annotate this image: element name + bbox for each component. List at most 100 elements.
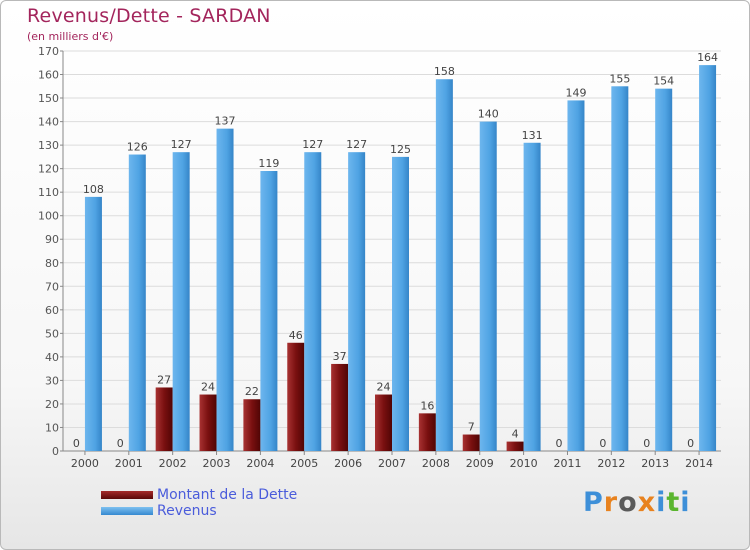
x-tick-label: 2004 <box>246 457 274 470</box>
bar-revenus <box>435 79 453 451</box>
logo-letter: P <box>583 487 604 518</box>
legend-label-revenus: Revenus <box>157 503 217 519</box>
x-tick-label: 2000 <box>71 457 99 470</box>
bar-revenus <box>260 171 278 451</box>
bar-dette <box>199 394 217 451</box>
x-tick-label: 2013 <box>641 457 669 470</box>
x-tick-label: 2005 <box>290 457 318 470</box>
bar-dette <box>287 342 305 451</box>
chart-title: Revenus/Dette - SARDAN <box>27 5 271 27</box>
logo-letter: i <box>680 487 691 518</box>
data-label-revenus: 158 <box>434 65 455 78</box>
y-tick-label: 170 <box>38 45 59 58</box>
x-tick-label: 2014 <box>685 457 713 470</box>
bar-revenus <box>479 121 497 452</box>
data-label-dette: 0 <box>117 437 124 450</box>
data-label-dette: 7 <box>468 421 475 434</box>
bar-revenus <box>523 142 541 451</box>
bar-revenus <box>611 86 629 451</box>
data-label-revenus: 131 <box>522 129 543 142</box>
x-tick-label: 2008 <box>422 457 450 470</box>
y-tick-label: 120 <box>38 163 59 176</box>
bar-revenus <box>655 88 673 451</box>
x-tick-label: 2002 <box>159 457 187 470</box>
y-tick-label: 130 <box>38 139 59 152</box>
logo-letter: t <box>666 487 681 518</box>
data-label-dette: 0 <box>73 437 80 450</box>
bar-dette <box>375 394 392 451</box>
bar-revenus <box>567 100 585 451</box>
data-label-revenus: 108 <box>83 183 104 196</box>
y-tick-label: 70 <box>45 280 59 293</box>
logo-letter: r <box>603 487 619 518</box>
data-label-revenus: 125 <box>390 143 411 156</box>
data-label-revenus: 140 <box>478 108 499 121</box>
legend-swatch-revenus <box>101 507 153 515</box>
data-label-revenus: 127 <box>302 138 323 151</box>
x-tick-label: 2009 <box>466 457 494 470</box>
y-tick-label: 10 <box>45 421 59 434</box>
x-tick-label: 2006 <box>334 457 362 470</box>
y-tick-label: 110 <box>38 186 59 199</box>
y-tick-label: 90 <box>45 233 59 246</box>
data-label-revenus: 126 <box>127 141 148 154</box>
bar-dette <box>462 434 480 451</box>
data-label-dette: 0 <box>555 437 562 450</box>
bar-revenus <box>699 65 717 451</box>
logo-letter: o <box>618 487 638 518</box>
data-label-dette: 24 <box>201 381 215 394</box>
data-label-dette: 46 <box>289 329 303 342</box>
data-label-revenus: 119 <box>258 157 279 170</box>
legend: Montant de la Dette Revenus <box>101 487 297 519</box>
data-label-dette: 4 <box>512 428 519 441</box>
x-tick-label: 2010 <box>510 457 538 470</box>
x-tick-label: 2007 <box>378 457 406 470</box>
bar-revenus <box>172 152 190 452</box>
data-label-revenus: 137 <box>215 115 236 128</box>
data-label-dette: 22 <box>245 385 259 398</box>
data-label-revenus: 164 <box>697 51 718 64</box>
bar-revenus <box>304 152 322 452</box>
data-label-revenus: 127 <box>171 138 192 151</box>
bar-revenus <box>128 154 146 451</box>
data-label-dette: 0 <box>643 437 650 450</box>
y-tick-label: 0 <box>52 445 59 458</box>
bar-revenus <box>216 128 234 451</box>
y-tick-label: 60 <box>45 304 59 317</box>
bar-revenus <box>84 196 102 451</box>
bar-dette <box>506 441 524 451</box>
bar-dette <box>243 399 261 451</box>
legend-item-revenus: Revenus <box>101 503 297 519</box>
x-tick-label: 2003 <box>203 457 231 470</box>
data-label-dette: 16 <box>420 399 434 412</box>
data-label-revenus: 127 <box>346 138 367 151</box>
data-label-dette: 0 <box>599 437 606 450</box>
x-tick-label: 2001 <box>115 457 143 470</box>
y-tick-label: 20 <box>45 398 59 411</box>
logo-letter: x <box>637 487 657 518</box>
bar-revenus <box>348 152 366 452</box>
data-label-revenus: 155 <box>609 72 630 85</box>
y-tick-label: 160 <box>38 69 59 82</box>
proxiti-logo: Proxiti <box>583 487 691 518</box>
bar-dette <box>331 363 349 451</box>
logo-letter: i <box>656 487 667 518</box>
bar-dette <box>418 413 436 451</box>
y-tick-label: 100 <box>38 210 59 223</box>
data-label-dette: 27 <box>157 373 171 386</box>
data-label-revenus: 154 <box>653 75 674 88</box>
legend-item-dette: Montant de la Dette <box>101 487 297 503</box>
x-tick-label: 2011 <box>553 457 581 470</box>
chart-subtitle: (en milliers d'€) <box>27 30 114 43</box>
legend-label-dette: Montant de la Dette <box>157 487 298 503</box>
legend-swatch-dette <box>101 491 153 499</box>
data-label-dette: 37 <box>333 350 347 363</box>
data-label-dette: 24 <box>377 381 391 394</box>
bar-dette <box>155 387 173 451</box>
data-label-dette: 0 <box>687 437 694 450</box>
y-tick-label: 50 <box>45 327 59 340</box>
y-tick-label: 150 <box>38 92 59 105</box>
data-label-revenus: 149 <box>565 86 586 99</box>
